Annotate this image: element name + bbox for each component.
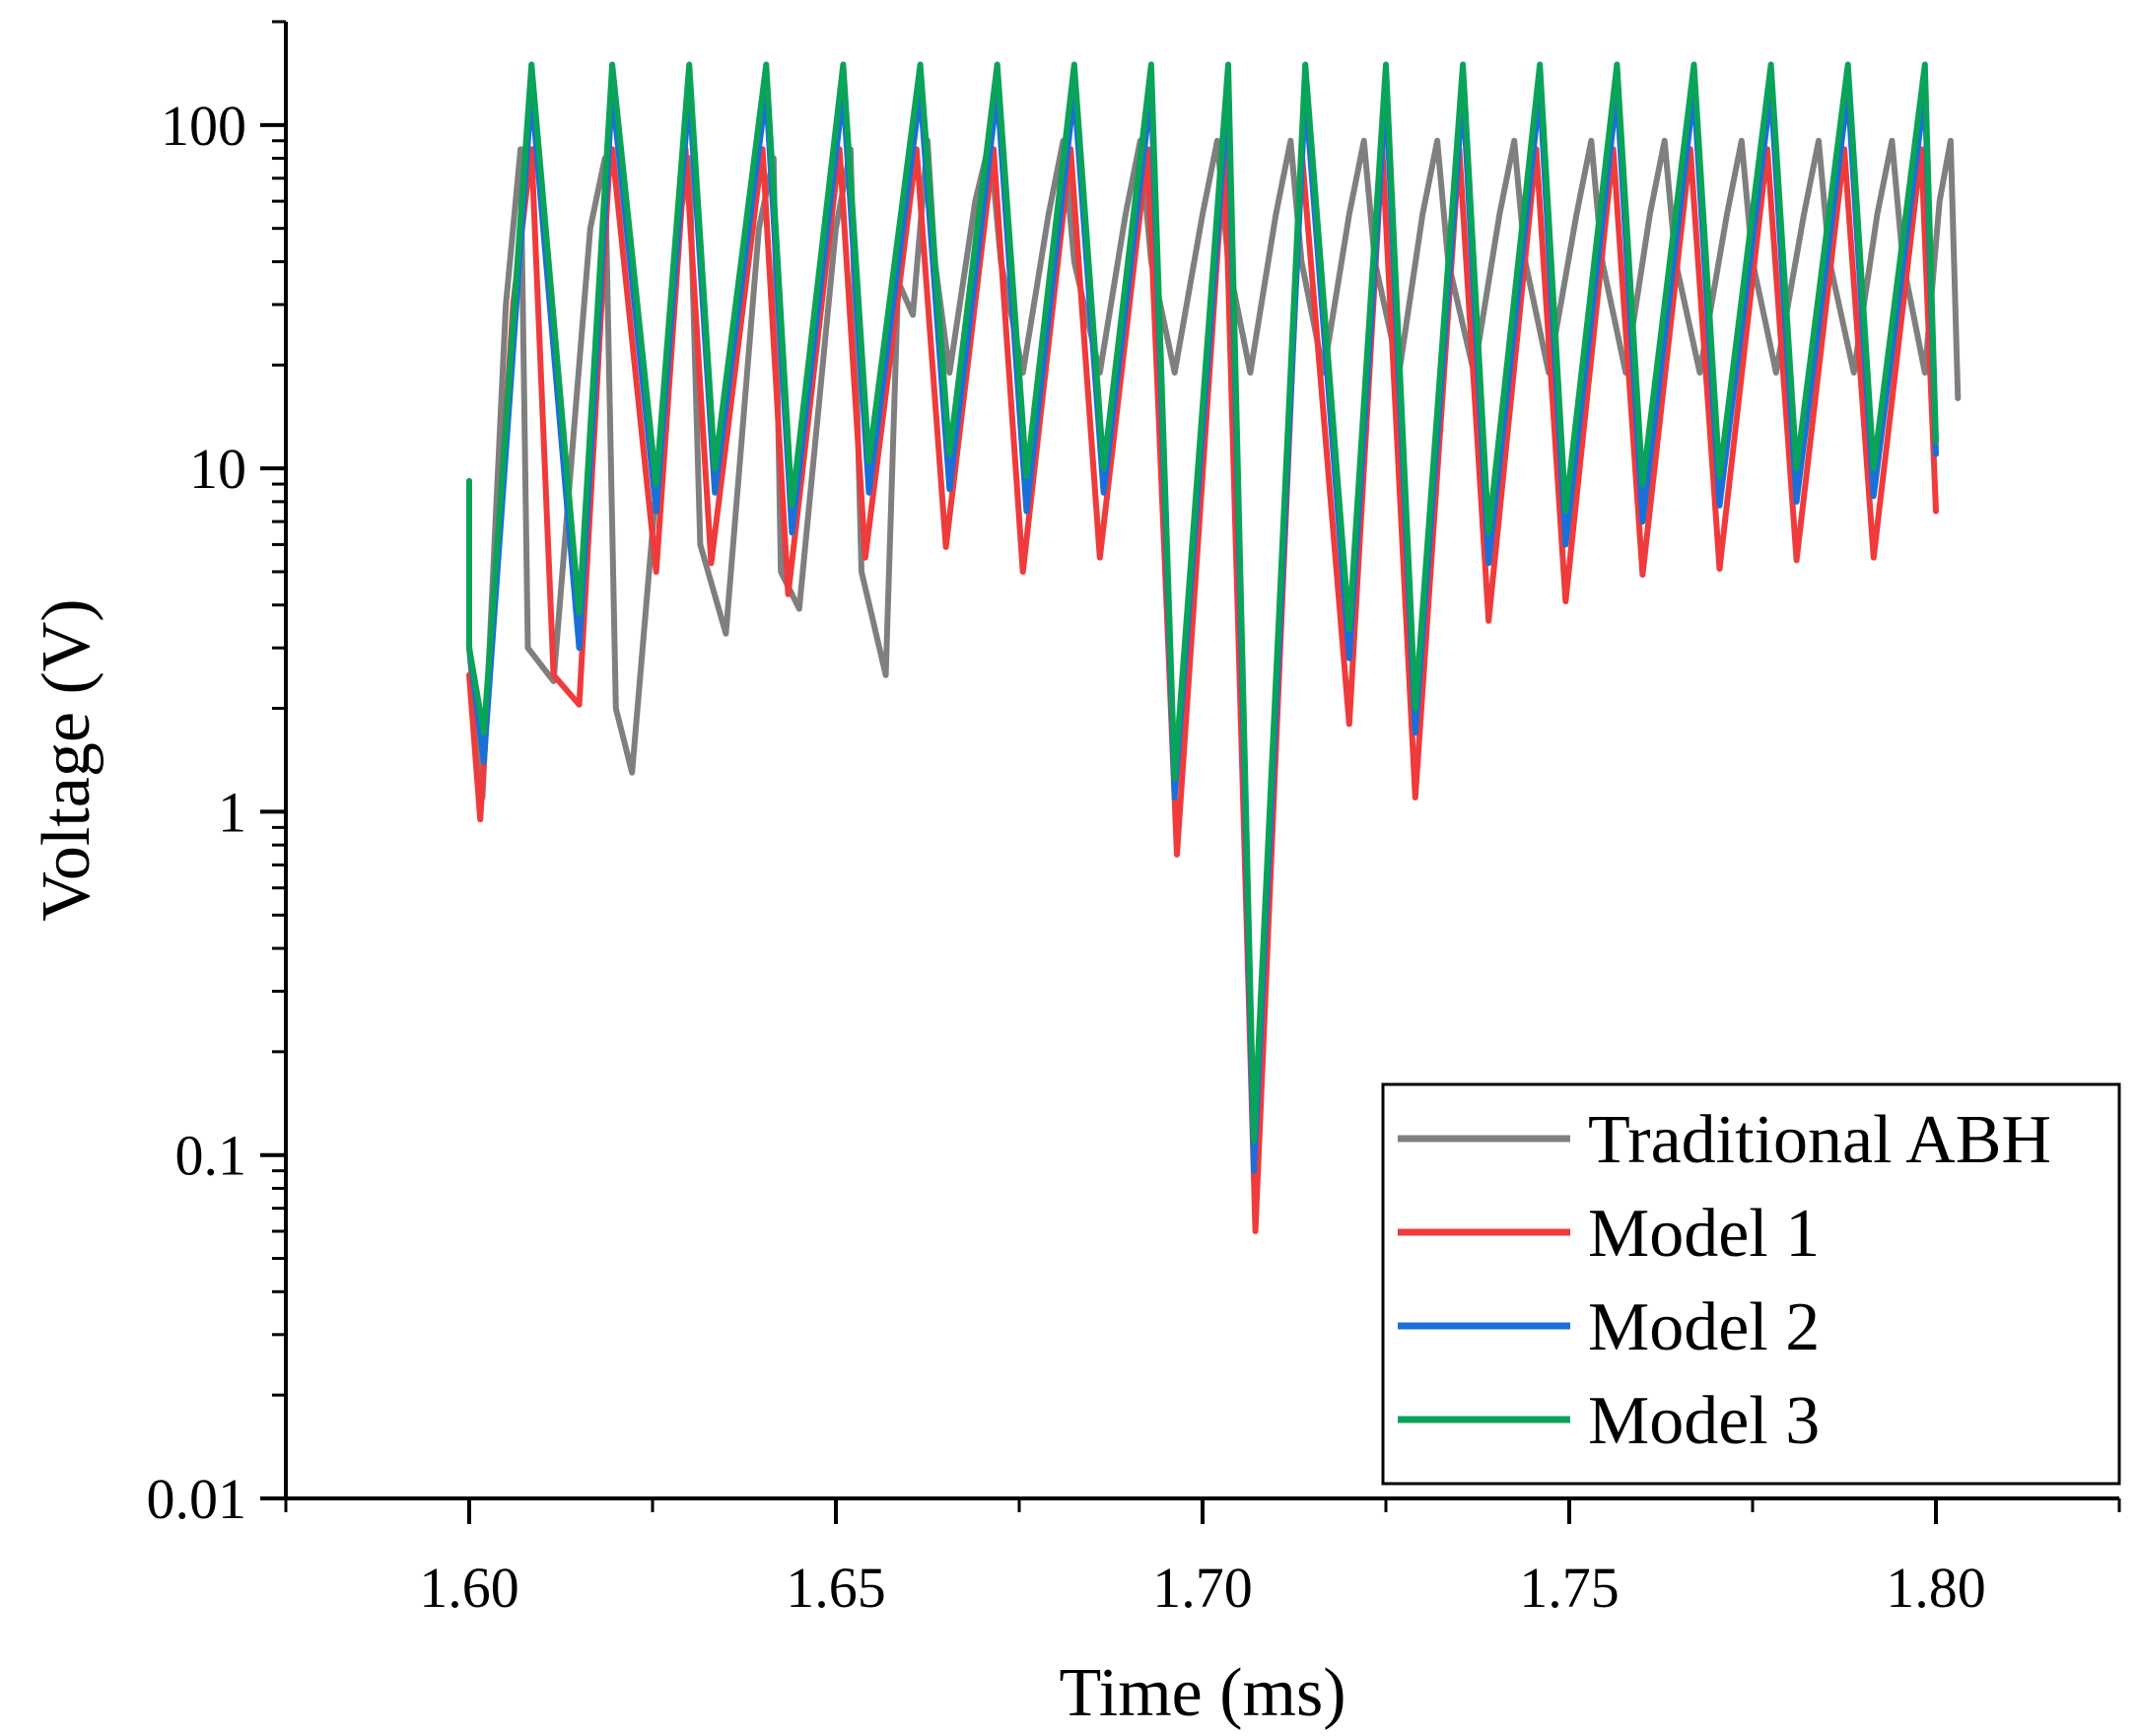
x-tick-label: 1.60 [419, 1556, 519, 1620]
series-line-4 [466, 61, 1939, 1145]
y-tick-label: 10 [189, 437, 246, 501]
legend-entry: Model 1 [1398, 1196, 1820, 1272]
series-line-2 [466, 146, 1939, 1234]
legend-entry: Model 2 [1398, 1289, 1820, 1365]
y-tick-label: 0.01 [147, 1467, 247, 1531]
legend-entry: Traditional ABH [1398, 1102, 2051, 1178]
x-tick-label: 1.75 [1519, 1556, 1620, 1620]
legend-label: Model 3 [1588, 1383, 1820, 1459]
legend-label: Traditional ABH [1588, 1102, 2051, 1178]
legend-entry: Model 3 [1398, 1383, 1820, 1459]
x-tick-label: 1.80 [1886, 1556, 1986, 1620]
y-tick-label: 100 [161, 94, 246, 158]
legend-label: Model 1 [1588, 1196, 1820, 1272]
legend-entries: Traditional ABH Model 1 Model 2 Model 3 [1398, 1102, 2051, 1459]
y-axis-title: Voltage (V) [29, 598, 104, 921]
x-tick-label: 1.70 [1152, 1556, 1253, 1620]
ticks-layer: 1.60 1.65 1.70 1.75 1.80 0.01 0.1 1 10 100 [147, 20, 2121, 1620]
y-tick-label: 0.1 [175, 1124, 247, 1188]
legend-label: Model 2 [1588, 1289, 1820, 1365]
series-layer [466, 61, 1962, 1234]
x-axis-title: Time (ms) [1059, 1655, 1345, 1731]
legend: Traditional ABH Model 1 Model 2 Model 3 [1381, 1082, 2121, 1486]
x-tick-label: 1.65 [786, 1556, 886, 1620]
y-tick-label: 1 [218, 780, 246, 844]
